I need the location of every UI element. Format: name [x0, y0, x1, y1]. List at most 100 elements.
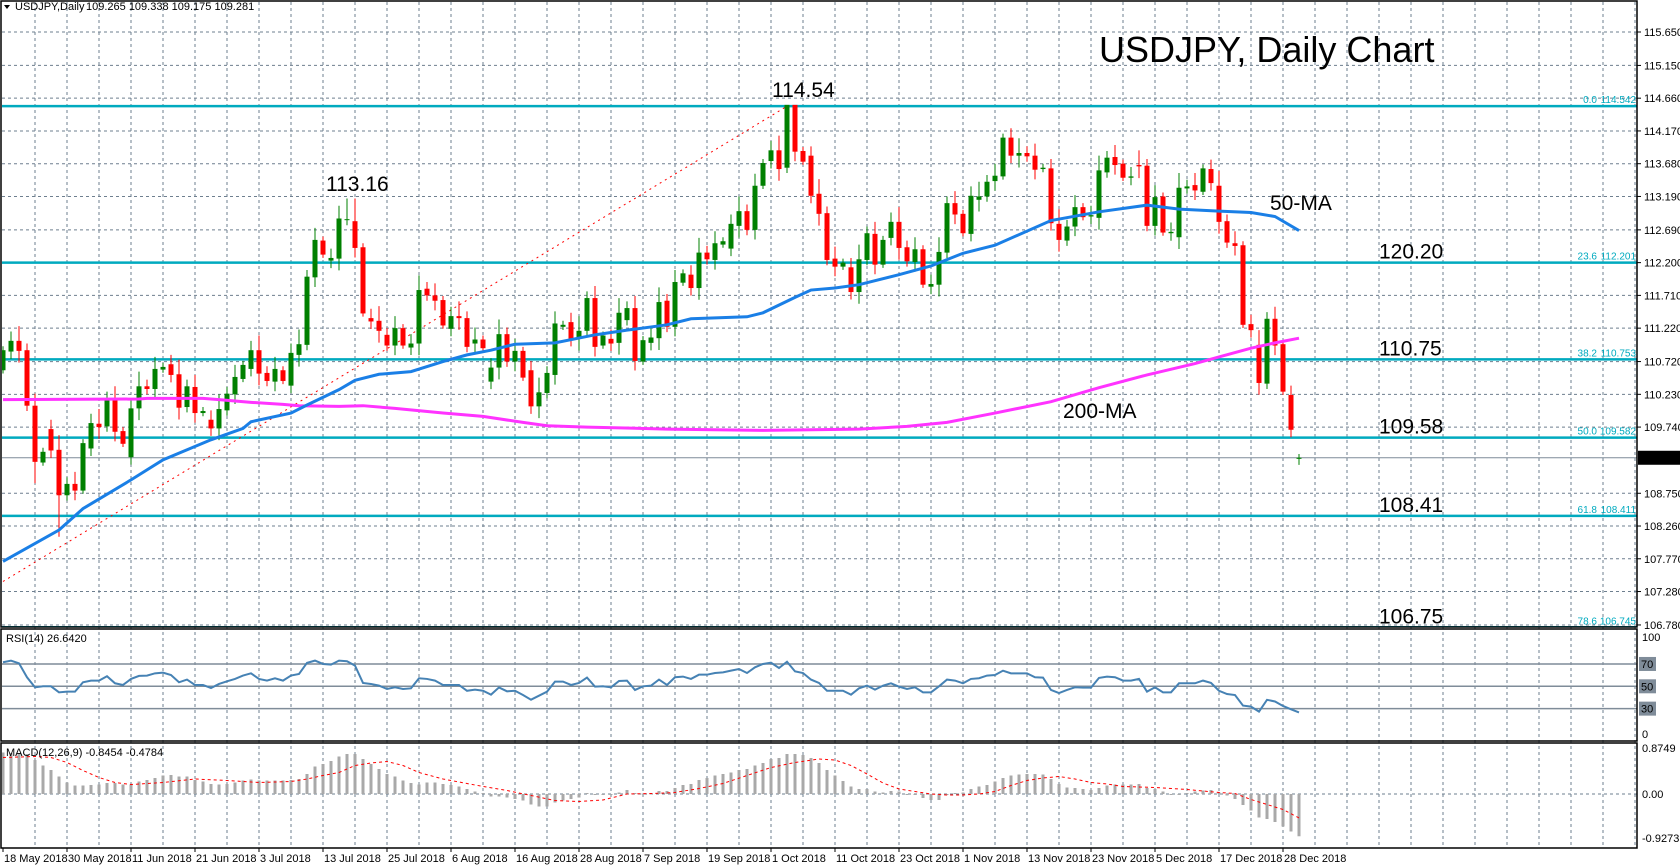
candle-bullish	[1096, 170, 1102, 218]
candle-bearish	[800, 150, 806, 162]
annotation-peak-oct: 114.54	[772, 79, 835, 102]
macd-histogram-bar	[465, 789, 469, 794]
macd-histogram-bar	[161, 775, 165, 794]
candle-bullish	[536, 392, 542, 407]
date-tick-label: 11 Oct 2018	[836, 853, 895, 865]
price-tick-label: 111.710	[1644, 290, 1680, 302]
macd-histogram-bar	[1169, 794, 1173, 795]
price-tick-label: 112.200	[1644, 258, 1680, 270]
candle-bearish	[1216, 185, 1222, 222]
price-panel-frame	[0, 0, 1638, 628]
candle-bullish	[936, 251, 942, 285]
macd-histogram-bar	[281, 780, 285, 794]
candle-bearish	[704, 252, 710, 260]
candle-bullish	[576, 330, 582, 339]
macd-histogram-bar	[681, 785, 685, 794]
macd-histogram-bar	[1249, 794, 1253, 811]
candle-bullish	[928, 284, 934, 287]
candle-bearish	[816, 193, 822, 214]
candle-bullish	[448, 316, 454, 329]
candle-bullish	[768, 150, 774, 162]
macd-histogram-bar	[305, 774, 309, 794]
macd-histogram-bar	[289, 780, 293, 794]
rsi-panel[interactable]	[2, 659, 1637, 714]
candle-bearish	[56, 449, 62, 496]
macd-histogram-bar	[537, 794, 541, 807]
macd-histogram-bar	[233, 782, 237, 794]
price-tick-label: 110.720	[1644, 357, 1680, 369]
macd-histogram-bar	[81, 785, 85, 794]
annotation-peak-jul: 113.16	[326, 173, 389, 196]
macd-histogram-bar	[1097, 788, 1101, 794]
chart-header: USDJPY,Daily 109.265 109.338 109.175 109…	[4, 1, 254, 13]
macd-histogram-bar	[1009, 775, 1013, 794]
candle-bullish	[1176, 187, 1182, 238]
macd-histogram-bar	[1089, 790, 1093, 794]
candle-bullish	[584, 298, 590, 331]
rsi-panel-frame	[0, 628, 1638, 742]
candle-bearish	[1272, 318, 1278, 346]
candle-bearish	[464, 318, 470, 347]
candle-bullish	[200, 411, 206, 414]
candle-bearish	[528, 370, 534, 407]
macd-histogram-bar	[1049, 779, 1053, 794]
date-tick-label: 1 Nov 2018	[964, 853, 1020, 865]
macd-histogram-bar	[873, 791, 877, 794]
candle-bullish	[344, 219, 350, 221]
candle-bearish	[432, 295, 438, 301]
price-tick-label: 107.280	[1644, 587, 1680, 599]
candle-bearish	[832, 258, 838, 267]
candle-bearish	[1112, 157, 1118, 166]
price-panel[interactable]	[0, 104, 1637, 627]
candle-bullish	[64, 483, 70, 496]
macd-panel[interactable]	[2, 752, 1301, 837]
candle-bullish	[512, 350, 518, 362]
candle-bullish	[760, 163, 766, 186]
candle-bearish	[256, 350, 262, 374]
candle-bullish	[488, 367, 494, 382]
candle-bullish	[1200, 168, 1206, 192]
candle-bullish	[1104, 157, 1110, 173]
candle-bearish	[1288, 394, 1294, 430]
macd-histogram-bar	[585, 793, 589, 794]
candle-bearish	[1008, 137, 1014, 156]
candle-bullish	[224, 393, 230, 411]
candle-bullish	[544, 372, 550, 393]
date-tick-label: 13 Jul 2018	[324, 853, 381, 865]
macd-histogram-bar	[1105, 785, 1109, 794]
candle-bearish	[1248, 324, 1254, 331]
macd-histogram-bar	[65, 782, 69, 794]
candle-bearish	[1160, 196, 1166, 233]
candle-bearish	[744, 211, 750, 230]
macd-histogram-bar	[777, 758, 781, 794]
candle-bullish	[248, 350, 254, 369]
level-label: 106.75	[1379, 605, 1443, 628]
current-price-badge	[1638, 450, 1680, 465]
macd-histogram-bar	[201, 781, 205, 794]
candle-bullish	[160, 366, 166, 370]
price-tick-label: 108.750	[1644, 488, 1680, 500]
fib-level-price: 114.542	[1601, 95, 1637, 106]
macd-panel-frame	[0, 742, 1638, 849]
date-tick-label: 23 Nov 2018	[1092, 853, 1154, 865]
macd-histogram-bar	[57, 776, 61, 794]
candle-bullish	[992, 175, 998, 182]
candle-bullish	[696, 252, 702, 289]
macd-histogram-bar	[897, 791, 901, 794]
candle-bullish	[304, 276, 310, 345]
macd-histogram-bar	[89, 785, 93, 794]
dropdown-triangle-icon[interactable]	[4, 5, 10, 9]
price-tick-label: 114.170	[1644, 126, 1680, 138]
macd-histogram-bar	[1041, 774, 1045, 794]
macd-histogram-bar	[433, 782, 437, 794]
macd-histogram-bar	[409, 783, 413, 794]
candle-bearish	[1208, 169, 1214, 184]
candle-bearish	[568, 322, 574, 339]
macd-histogram-bar	[377, 769, 381, 794]
macd-histogram-bar	[825, 770, 829, 794]
ma50-line	[2, 203, 1300, 563]
candle-bearish	[16, 340, 22, 351]
macd-histogram-bar	[593, 794, 597, 795]
candle-bullish	[232, 376, 238, 395]
